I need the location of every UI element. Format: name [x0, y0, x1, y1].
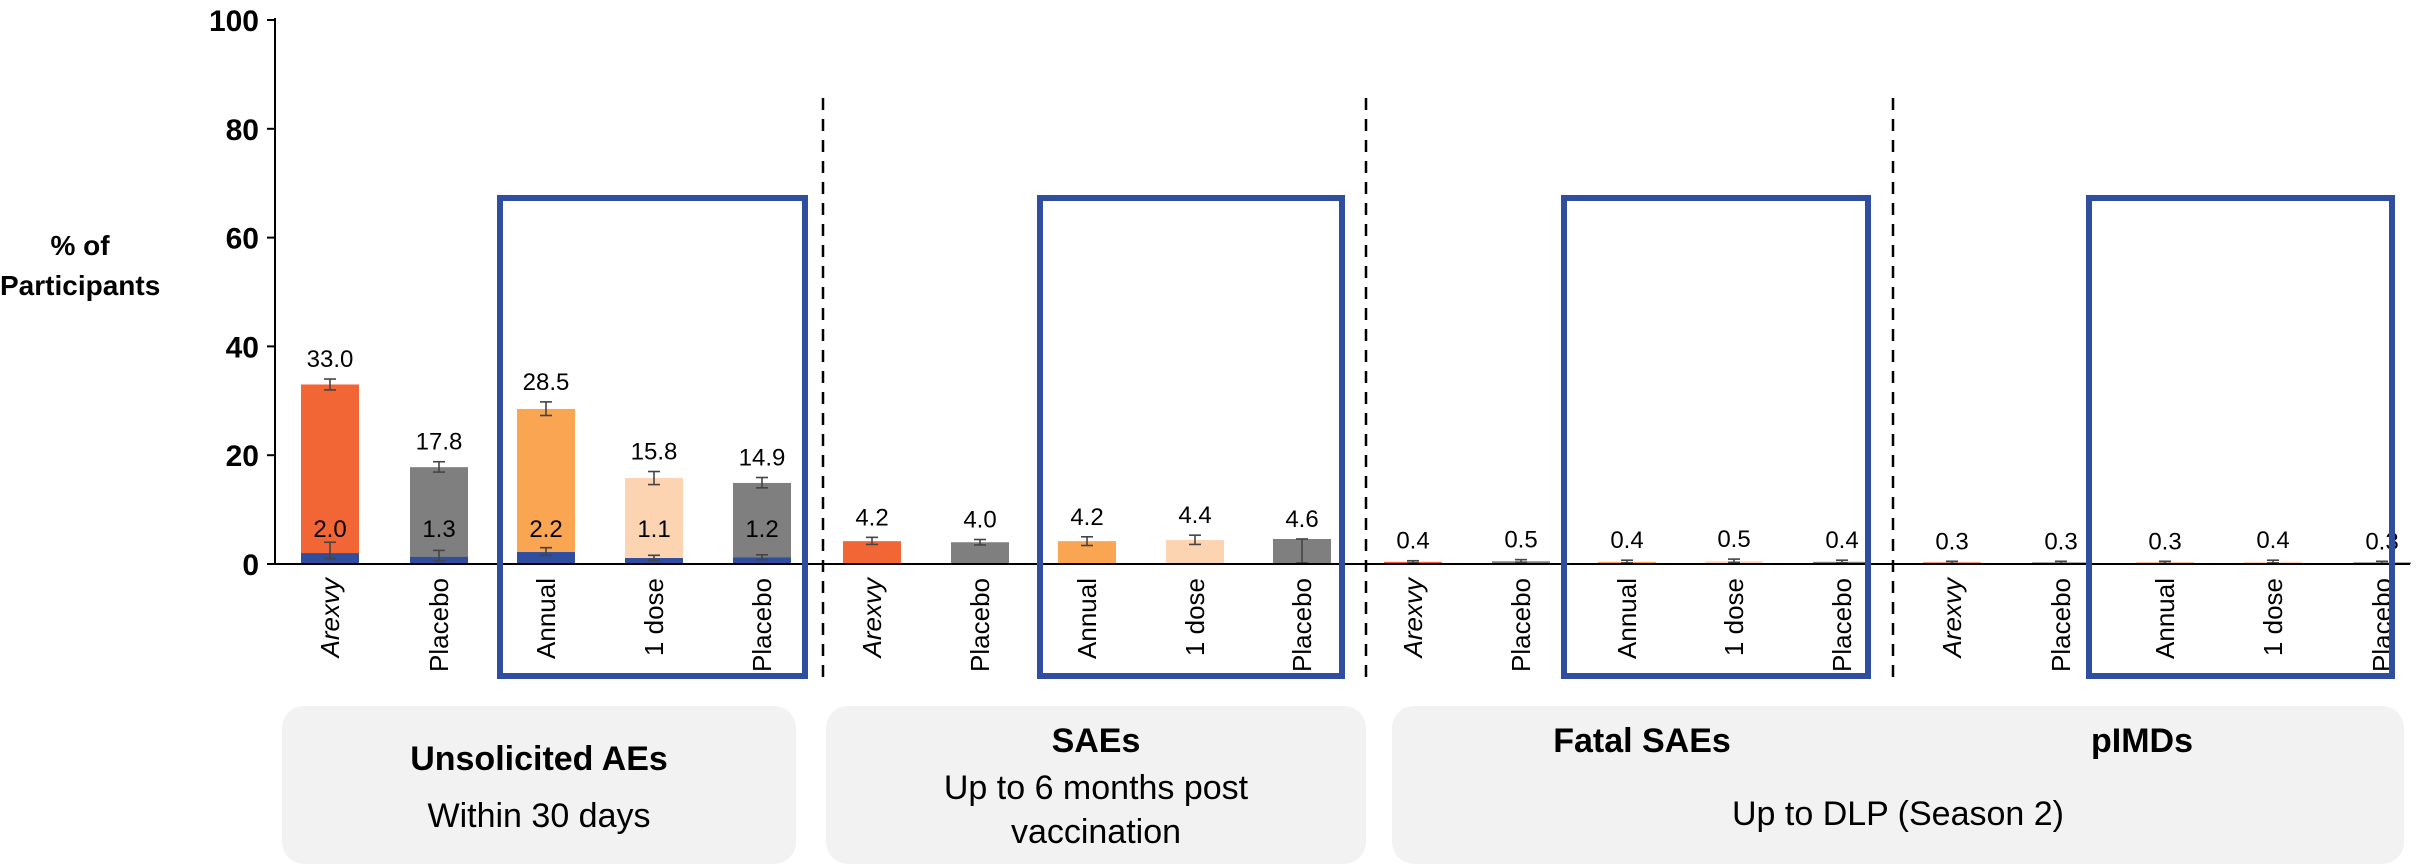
- category-label: Placebo: [1287, 578, 1317, 672]
- highlight-box: [497, 195, 808, 679]
- group-subtitle-unsolicited-aes: Within 30 days: [427, 797, 651, 835]
- data-label: 14.9: [739, 445, 786, 472]
- grade3-data-label: 1.3: [422, 516, 455, 543]
- category-label: Arexvy: [857, 576, 887, 659]
- category-label: Annual: [531, 578, 561, 659]
- grade3-bar: [733, 557, 791, 564]
- category-label: 1 dose: [2258, 578, 2288, 656]
- bar: [1166, 540, 1224, 564]
- data-label: 0.5: [1717, 526, 1750, 553]
- data-label: 4.2: [1070, 504, 1103, 531]
- highlight-box: [1037, 195, 1345, 679]
- data-label: 0.4: [1825, 527, 1858, 554]
- category-label: Placebo: [424, 578, 454, 672]
- group-subtitle-shared: Up to DLP (Season 2): [1732, 795, 2064, 833]
- category-label: Placebo: [2046, 578, 2076, 672]
- y-tick-label: 100: [209, 5, 259, 38]
- bar: [625, 478, 683, 564]
- grade3-data-label: 2.0: [313, 516, 346, 543]
- y-tick-label: 60: [226, 223, 259, 256]
- category-label: Placebo: [1506, 578, 1536, 672]
- category-label: Arexvy: [1937, 576, 1967, 659]
- category-label: Arexvy: [315, 576, 345, 659]
- y-tick-label: 80: [226, 114, 259, 147]
- data-label: 28.5: [523, 369, 570, 396]
- highlight-box: [1561, 195, 1871, 679]
- category-label: Annual: [1072, 578, 1102, 659]
- data-label: 4.6: [1285, 506, 1318, 533]
- panel-unsolicited-aes: Unsolicited AEs Within 30 days: [282, 706, 796, 864]
- category-label: 1 dose: [1719, 578, 1749, 656]
- data-label: 0.3: [1935, 528, 1968, 555]
- data-label: 17.8: [416, 429, 463, 456]
- bar: [301, 384, 359, 564]
- data-label: 4.4: [1178, 502, 1211, 529]
- data-label: 33.0: [307, 346, 354, 373]
- grade3-bar: [625, 558, 683, 564]
- y-tick-label: 20: [226, 440, 259, 473]
- y-tick-label: 0: [242, 549, 259, 582]
- category-label: Placebo: [965, 578, 995, 672]
- data-label: 15.8: [631, 439, 678, 466]
- bar: [517, 408, 575, 564]
- grade3-data-label: 2.2: [529, 516, 562, 543]
- grade3-data-label: 1.1: [637, 516, 670, 543]
- bar: [1058, 541, 1116, 564]
- highlight-box: [2086, 195, 2395, 679]
- grade3-bar: [517, 552, 575, 564]
- category-label: Placebo: [747, 578, 777, 672]
- category-label: Placebo: [1827, 578, 1857, 672]
- group-subtitle-saes: Up to 6 months post vaccination: [943, 769, 1249, 851]
- category-label: Annual: [2150, 578, 2180, 659]
- y-tick-label: 40: [226, 331, 259, 364]
- data-label: 4.0: [963, 507, 996, 534]
- bar: [843, 541, 901, 564]
- group-title-unsolicited-aes: Unsolicited AEs: [410, 740, 668, 778]
- bar: [733, 482, 791, 564]
- panel-fatal-saes-pimds: Fatal SAEs pIMDs Up to DLP (Season 2): [1392, 706, 2404, 864]
- data-label: 0.4: [1396, 528, 1429, 555]
- data-label: 0.3: [2044, 528, 2077, 555]
- category-label: 1 dose: [639, 578, 669, 656]
- category-label: Annual: [1612, 578, 1642, 659]
- y-axis-label: % of Participants: [0, 230, 161, 301]
- data-label: 0.5: [1504, 527, 1537, 554]
- data-label: 0.3: [2148, 528, 2181, 555]
- data-label: 4.2: [855, 504, 888, 531]
- bar: [951, 542, 1009, 564]
- grade3-data-label: 1.2: [745, 516, 778, 543]
- group-title-saes: SAEs: [1051, 722, 1141, 760]
- panel-saes: SAEs Up to 6 months post vaccination: [826, 706, 1366, 864]
- data-label: 0.4: [2256, 527, 2289, 554]
- bar: [410, 467, 468, 564]
- group-title-pimds: pIMDs: [2091, 722, 2193, 760]
- data-label: 0.4: [1610, 527, 1643, 554]
- category-label: Arexvy: [1398, 576, 1428, 659]
- group-title-fatal-saes: Fatal SAEs: [1553, 722, 1731, 760]
- category-label: 1 dose: [1180, 578, 1210, 656]
